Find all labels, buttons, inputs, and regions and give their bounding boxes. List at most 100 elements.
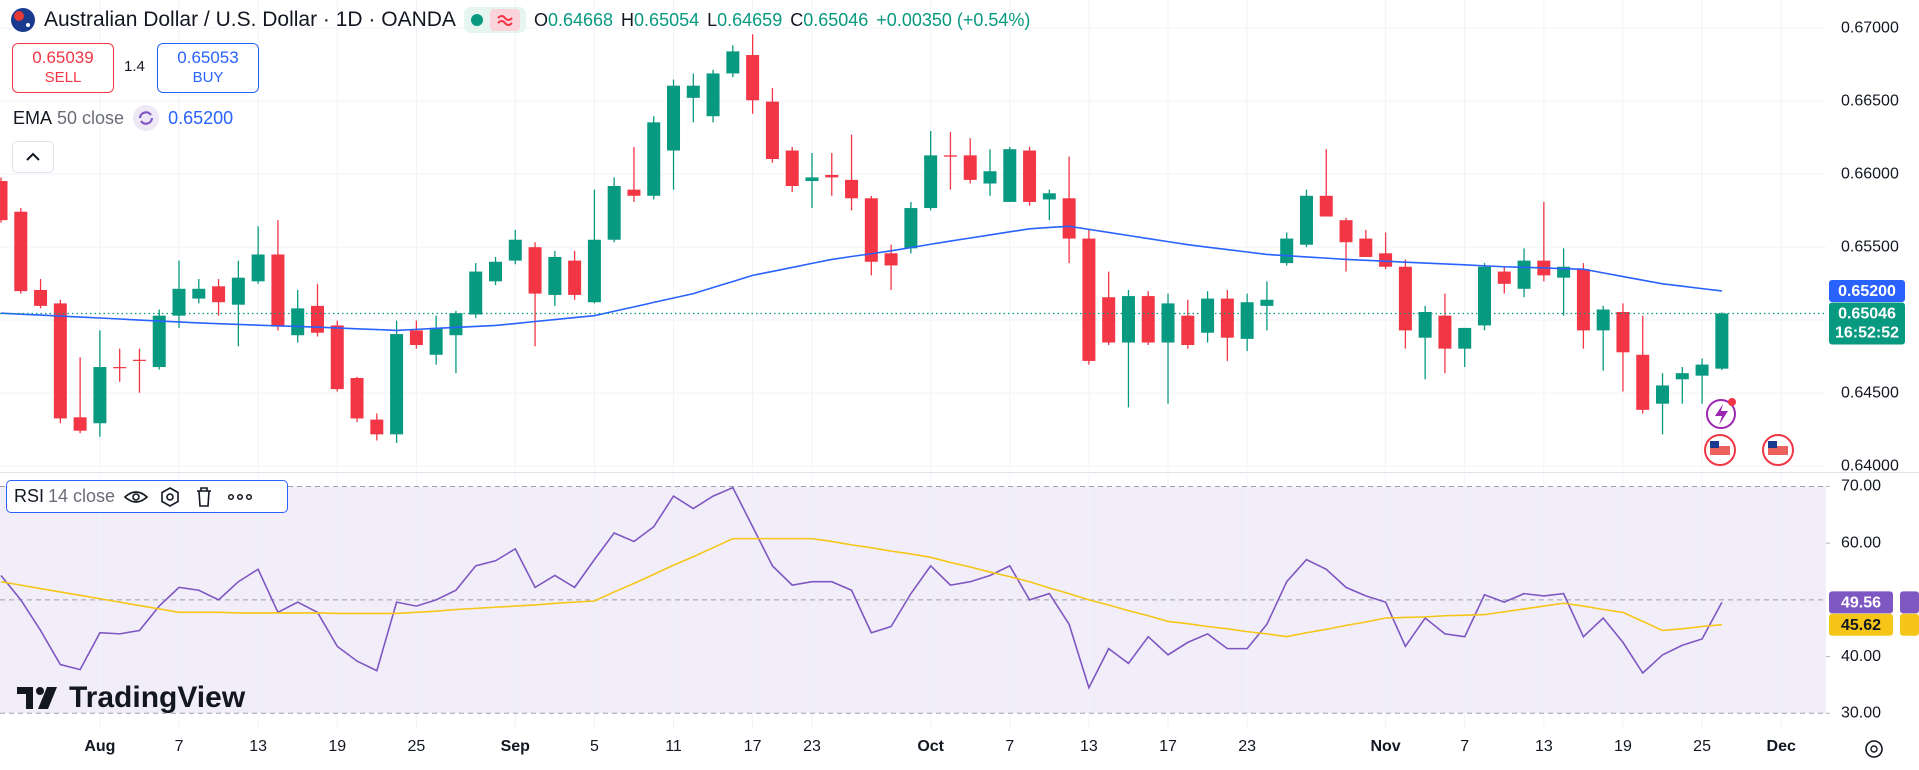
symbol-title[interactable]: Australian Dollar / U.S. Dollar · 1D · O…	[44, 8, 456, 31]
candle-body	[1616, 312, 1630, 353]
price-badge	[1829, 302, 1905, 345]
candle-body	[350, 377, 364, 419]
eye-icon[interactable]	[123, 487, 149, 507]
candle-body	[330, 325, 344, 390]
candle-body	[587, 239, 601, 303]
us-flag-icon-canton	[1768, 441, 1777, 448]
status-pill[interactable]	[463, 7, 526, 33]
logo-part	[17, 687, 33, 709]
candle-body	[884, 253, 898, 266]
buy-label: BUY	[192, 69, 224, 86]
watermark: TradingView	[17, 680, 245, 716]
flag-star	[26, 23, 30, 27]
flag-bg	[11, 8, 35, 32]
ema-params: 50 close	[57, 107, 125, 128]
ohlc-value: 0.65046	[803, 9, 869, 30]
ema-badge-label: 0.65200	[1838, 283, 1896, 300]
candle-body	[1141, 296, 1155, 343]
more-icon[interactable]	[225, 486, 255, 508]
candle-body	[1003, 149, 1017, 202]
candle-body	[1398, 266, 1412, 331]
candle-body	[73, 417, 87, 431]
value-badge	[1829, 591, 1893, 614]
x-tick-label: 23	[803, 738, 821, 755]
buy-button[interactable]: 0.65053 BUY	[157, 43, 259, 93]
ohlc-values: O 0.64668 H 0.65054 L 0.64659 C 0.65046 +0.0…	[534, 10, 1038, 31]
candle-body	[1715, 313, 1729, 369]
pupil	[132, 492, 140, 501]
x-tick-label: 13	[1080, 738, 1098, 755]
x-tick-label: 7	[1460, 738, 1469, 755]
candle-body	[1161, 303, 1175, 343]
rsi-line	[0, 486, 1723, 690]
candle-body	[1675, 373, 1689, 380]
candle-body	[1458, 327, 1472, 349]
candle-body	[924, 155, 938, 209]
x-tick-label: Aug	[84, 738, 115, 755]
x-tick-label: 7	[1005, 738, 1014, 755]
collapse-button[interactable]	[12, 141, 54, 173]
y-tick-label: 0.65500	[1841, 238, 1899, 255]
flag-icon	[11, 8, 35, 32]
candle-body	[1280, 238, 1294, 264]
ohlc-key: C	[790, 9, 804, 30]
rsi-legend[interactable]: RSI 14 close	[6, 480, 288, 513]
candle-body	[93, 367, 107, 424]
candle-body	[1220, 298, 1234, 338]
settings-button	[1865, 740, 1883, 758]
value-badge-label: 45.62	[1841, 617, 1881, 634]
sell-label: SELL	[44, 69, 82, 86]
ema-legend[interactable]: EMA 50 close 0.65200	[13, 104, 233, 132]
candle-body	[983, 171, 997, 184]
delete-icon[interactable]	[191, 486, 217, 508]
x-tick-label: 13	[249, 738, 267, 755]
us-flag-icon-canton	[1710, 441, 1719, 448]
ohlc-key: L	[707, 9, 718, 30]
candle-body	[1557, 266, 1571, 278]
icon-bg	[133, 105, 160, 131]
ema-line	[0, 225, 1722, 332]
candle-body	[1438, 315, 1452, 349]
candle-body	[1497, 271, 1511, 284]
gear-hole	[166, 492, 174, 501]
candle-body	[1042, 193, 1056, 200]
x-tick-label: 7	[175, 738, 184, 755]
x-tick-label: 11	[665, 738, 682, 755]
candle-body	[864, 198, 878, 262]
ohlc-key: O	[533, 9, 548, 30]
candle-body	[1240, 302, 1254, 339]
y-tick-label: 60.00	[1841, 534, 1881, 551]
candle-body	[1299, 195, 1313, 245]
candle-body	[53, 303, 67, 419]
market-open-dot	[470, 14, 483, 26]
chevron	[26, 152, 40, 161]
candle-body	[528, 247, 542, 294]
ema-value: 0.65200	[168, 107, 234, 128]
candle-body	[568, 260, 582, 295]
dot	[246, 493, 253, 500]
sell-button[interactable]: 0.65039 SELL	[12, 43, 114, 93]
y-tick-label: 70.00	[1841, 478, 1881, 495]
y-tick-label: 0.66500	[1841, 92, 1899, 109]
eye	[123, 490, 149, 503]
candle-body	[627, 189, 641, 196]
symbol-header: Australian Dollar / U.S. Dollar · 1D · O…	[10, 4, 1038, 36]
candle-body	[1082, 238, 1096, 361]
icon-arrows	[138, 111, 154, 125]
candle-body	[1359, 238, 1373, 257]
candle-body	[548, 256, 562, 295]
settings-icon[interactable]	[157, 486, 183, 508]
x-tick-label: Sep	[501, 738, 531, 755]
us-flag-icon-stripes	[1710, 446, 1730, 455]
y-tick-label: 30.00	[1841, 704, 1881, 721]
candle-body	[904, 208, 918, 249]
x-tick-label: Dec	[1767, 738, 1796, 755]
buy-price: 0.65053	[177, 48, 239, 67]
value-badge	[1829, 613, 1893, 636]
chevron-up	[26, 152, 40, 161]
rsi-params: 14 close	[48, 486, 116, 506]
candle-body	[607, 186, 621, 240]
candle-body	[271, 254, 285, 327]
